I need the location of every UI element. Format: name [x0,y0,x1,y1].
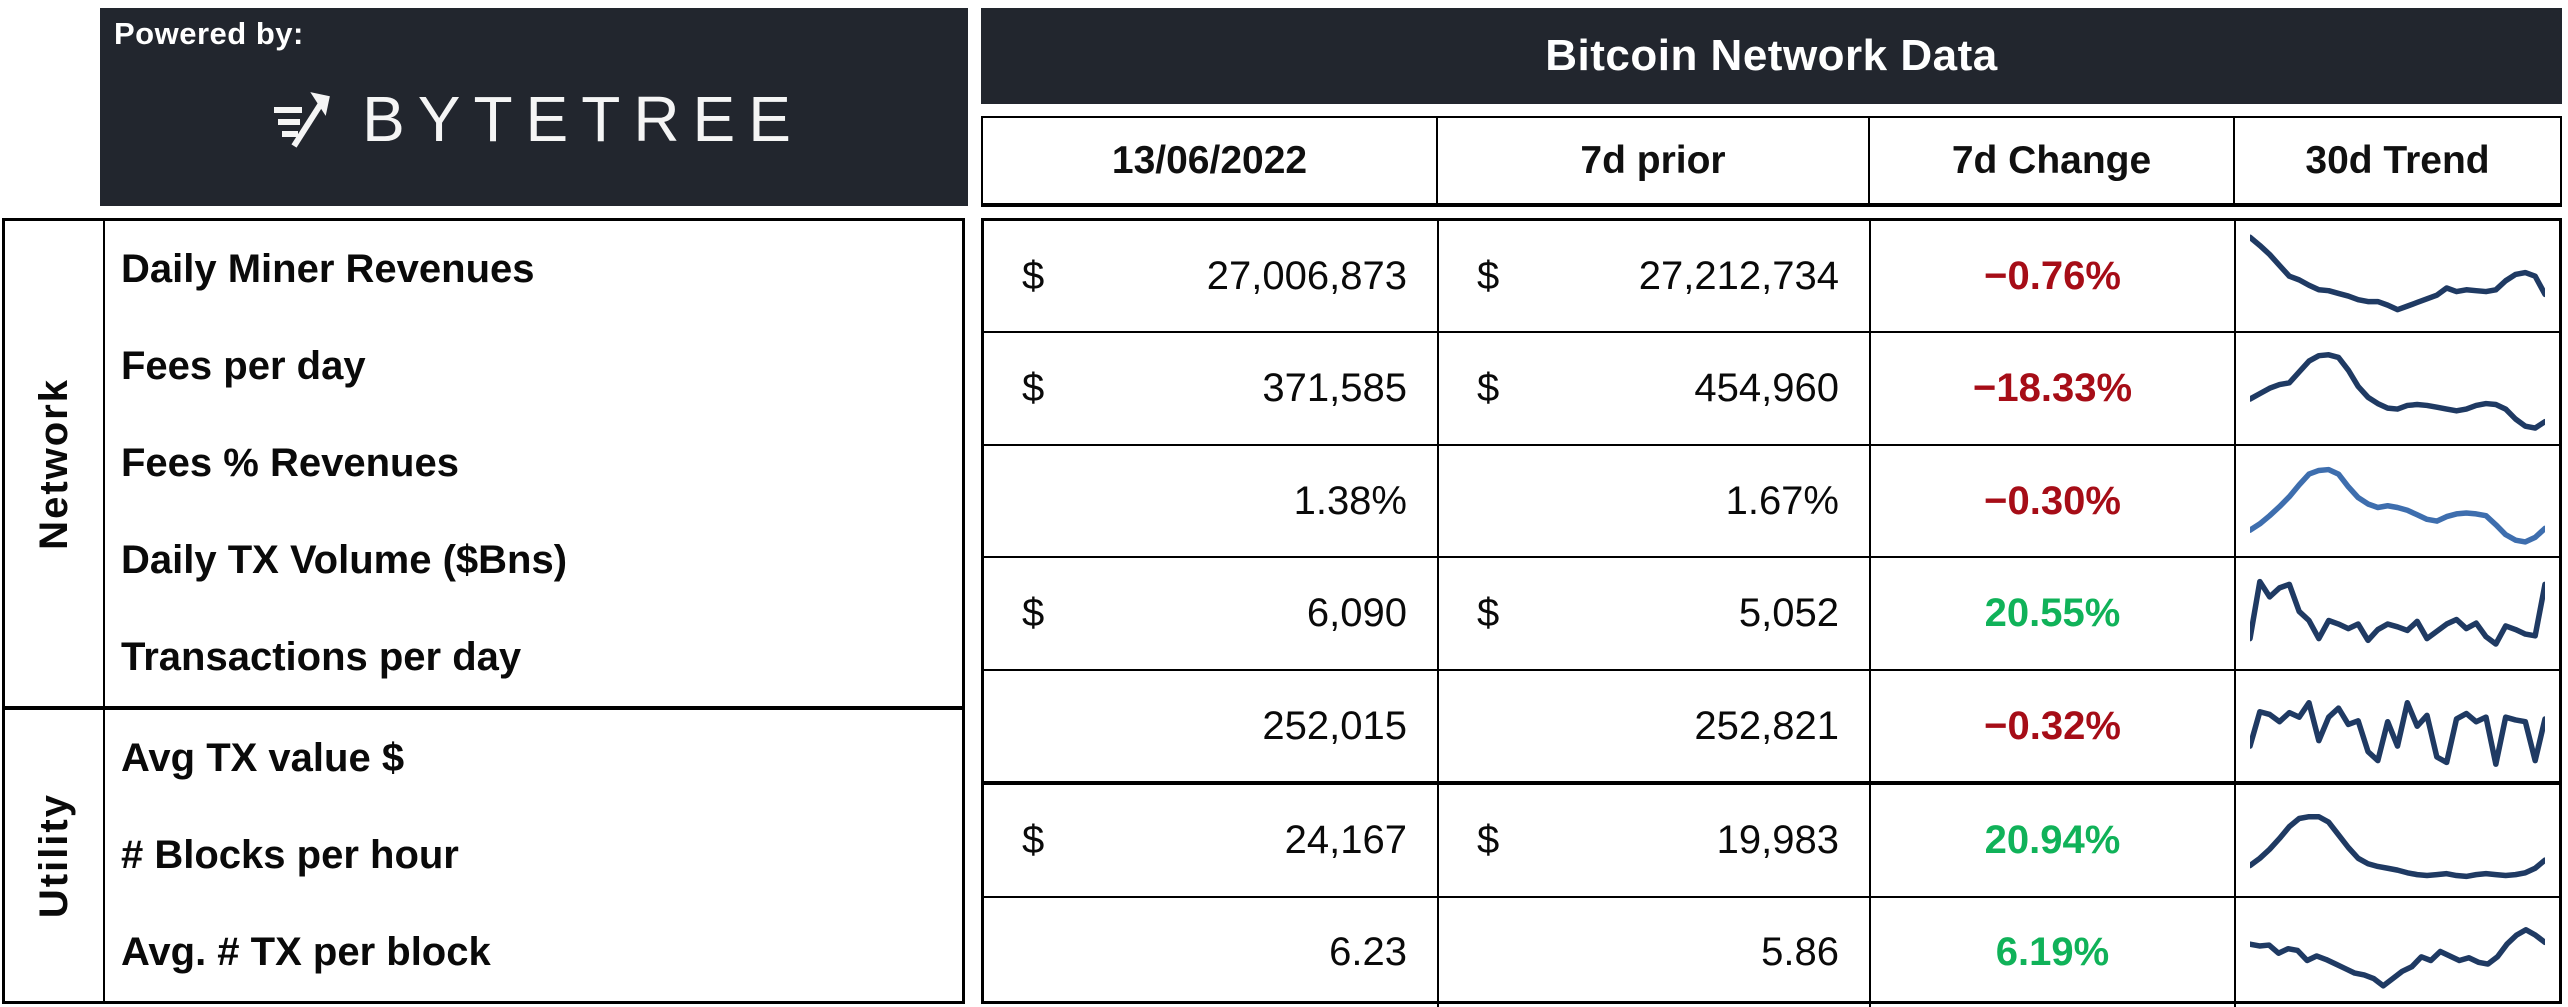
data-section-network: $27,006,873 $27,212,734 −0.76% $371,585 $454… [984,221,2559,782]
sparkline-30d [2250,231,2545,321]
trend-sparkline-cell [2236,446,2559,556]
table-row: 6.23 5.86 6.19% [984,895,2559,1007]
metric-name: Daily TX Volume ($Bns) [121,538,568,582]
currency-symbol: $ [1022,253,1045,298]
currency-symbol: $ [1022,366,1045,411]
group-section-utility: Utility Avg TX value $ # Blocks per hour Av… [5,706,962,1001]
sparkline-30d [2250,343,2545,433]
current-value: 6,090 [1306,591,1407,636]
bytetree-branding-panel: Powered by: BYTETREE [100,8,968,206]
table-row: $27,006,873 $27,212,734 −0.76% [984,221,2559,332]
table-row: 1.38% 1.67% −0.30% [984,443,2559,557]
group-label: Network [31,377,76,550]
currency-symbol: $ [1477,591,1500,636]
column-header-2: 7d prior [1438,118,1870,203]
metric-name: Fees per day [121,344,366,388]
table-row: $6,090 $5,052 20.55% [984,556,2559,669]
metric-name: Avg TX value $ [121,736,405,780]
change-7d-cell: −18.33% [1871,333,2236,444]
group-section-network: Network Daily Miner Revenues Fees per day F… [5,221,962,706]
value-current-cell: 1.38% [984,445,1439,557]
currency-symbol: $ [1477,817,1500,862]
currency-symbol: $ [1022,591,1045,636]
page-title: Bitcoin Network Data [1545,31,1998,80]
data-section-utility: $24,167$19,98320.94%6.235.866.19%1,6871,… [984,781,2559,1007]
change-7d-cell: 20.55% [1871,558,2236,669]
table-row: $371,585 $454,960 −18.33% [984,331,2559,444]
prior-value: 5.86 [1761,930,1839,975]
column-header-3: 7d Change [1870,118,2235,203]
trend-sparkline-cell [2236,671,2559,781]
sparkline-30d [2250,456,2545,546]
bytetree-logo: BYTETREE [100,80,968,158]
value-current-cell: $371,585 [984,333,1439,444]
data-value-block: $27,006,873 $27,212,734 −0.76% $371,585 $454… [981,218,2562,1007]
prior-value: 5,052 [1738,591,1839,636]
prior-value: 1.67% [1725,478,1839,523]
prior-value: 252,821 [1694,703,1839,748]
column-header-row: 13/06/2022 7d prior 7d Change 30d Trend [981,116,2562,207]
prior-value: 19,983 [1716,817,1839,862]
value-prior-cell: 5.86 [1439,897,1871,1007]
trend-sparkline-cell [2236,785,2559,895]
trend-sparkline-cell [2236,558,2559,668]
column-header-4: 30d Trend [2305,138,2490,182]
table-row: $24,167 $19,983 20.94% [984,785,2559,896]
value-current-cell: $6,090 [984,558,1439,669]
bytetree-arrow-icon [264,80,342,158]
table-title-bar: Bitcoin Network Data [981,8,2562,104]
change-7d-cell: −0.32% [1871,670,2236,782]
current-value: 27,006,873 [1206,253,1407,298]
column-header-1: 13/06/2022 [983,118,1438,203]
metric-name: # Blocks per hour [121,833,459,877]
prior-value: 27,212,734 [1638,253,1839,298]
current-value: 24,167 [1284,817,1407,862]
value-current-cell: 252,015 [984,670,1439,782]
metric-name: Daily Miner Revenues [121,247,535,291]
metric-name-column: Daily Miner Revenues Fees per day Fees % R… [105,221,962,706]
value-prior-cell: 252,821 [1439,670,1871,782]
current-value: 1.38% [1293,478,1407,523]
metric-name: Avg. # TX per block [121,930,491,974]
change-7d-cell: 20.94% [1871,785,2236,896]
change-7d-cell: −0.30% [1871,445,2236,557]
group-label-column: Network [5,221,105,706]
trend-sparkline-cell [2236,221,2559,331]
table-row: 252,015 252,821 −0.32% [984,668,2559,782]
value-prior-cell: $19,983 [1439,785,1871,896]
value-prior-cell: $454,960 [1439,333,1871,444]
currency-symbol: $ [1022,817,1045,862]
sparkline-30d [2250,795,2545,885]
metric-name: Fees % Revenues [121,441,459,485]
current-value: 252,015 [1262,703,1407,748]
value-current-cell: $27,006,873 [984,221,1439,332]
current-value: 6.23 [1329,930,1407,975]
trend-sparkline-cell [2236,898,2559,1007]
metric-name-column: Avg TX value $ # Blocks per hour Avg. # TX… [105,710,962,1001]
value-prior-cell: 1.67% [1439,445,1871,557]
group-label: Utility [31,792,76,919]
trend-sparkline-cell [2236,333,2559,443]
change-7d-cell: 6.19% [1871,897,2236,1007]
currency-symbol: $ [1477,253,1500,298]
sparkline-30d [2250,568,2545,658]
metric-name: Transactions per day [121,635,522,679]
group-label-column: Utility [5,710,105,1001]
value-prior-cell: $5,052 [1439,558,1871,669]
bytetree-logo-text: BYTETREE [362,83,804,155]
currency-symbol: $ [1477,366,1500,411]
change-7d-cell: −0.76% [1871,221,2236,332]
value-prior-cell: $27,212,734 [1439,221,1871,332]
prior-value: 454,960 [1694,366,1839,411]
sparkline-30d [2250,681,2545,771]
sparkline-30d [2250,908,2545,998]
value-current-cell: 6.23 [984,897,1439,1007]
current-value: 371,585 [1262,366,1407,411]
powered-by-label: Powered by: [114,16,304,51]
value-current-cell: $24,167 [984,785,1439,896]
metric-label-block: Network Daily Miner Revenues Fees per day F… [2,218,965,1004]
